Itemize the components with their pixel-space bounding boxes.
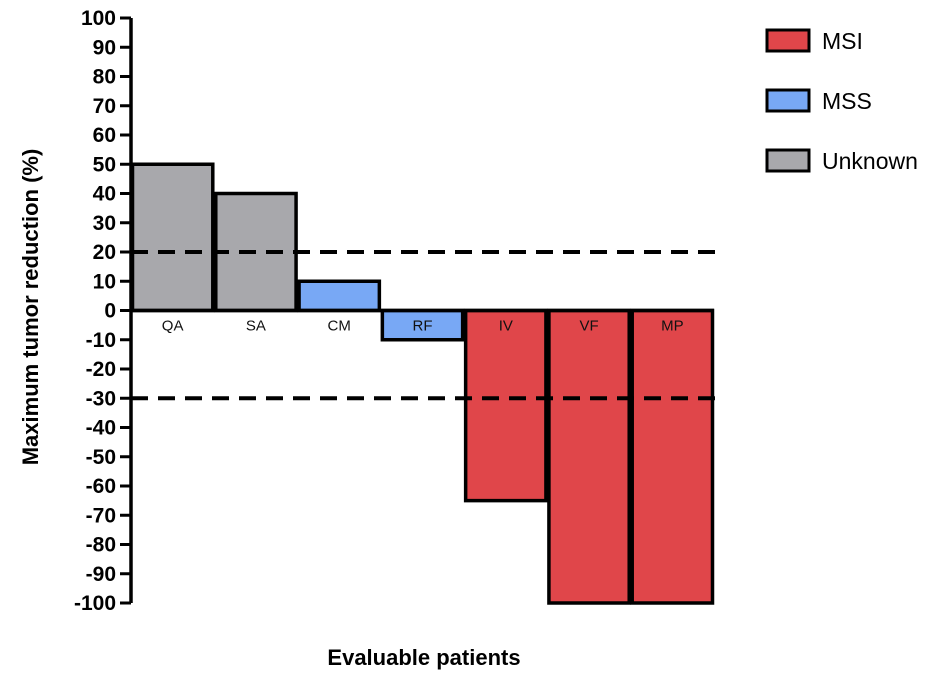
x-axis-title: Evaluable patients: [327, 645, 520, 670]
bar-mp: [630, 308, 715, 605]
category-label: MP: [661, 318, 684, 335]
y-tick-label: 0: [104, 300, 116, 323]
y-tick-label: 40: [93, 183, 116, 206]
y-tick-label: 90: [93, 36, 116, 59]
y-tick-label: 80: [93, 66, 116, 89]
y-tick-label: -80: [86, 534, 116, 557]
y-tick-label: -50: [86, 446, 116, 469]
legend-swatch: [765, 88, 811, 113]
y-tick-label: -40: [86, 417, 116, 440]
reference-lines: [131, 250, 718, 401]
legend-label: Unknown: [822, 148, 918, 174]
legend-swatch: [765, 148, 811, 173]
bar-iv: [463, 308, 548, 503]
bar-rf: [380, 308, 465, 342]
category-labels: QA SA CM RF IV VF MP: [162, 318, 684, 335]
legend: MSI MSS Unknown: [765, 28, 918, 174]
category-label: RF: [413, 318, 433, 335]
y-tick-label: 70: [93, 95, 116, 118]
y-tick-label: 50: [93, 153, 116, 176]
category-label: SA: [246, 318, 266, 335]
y-tick-label: -20: [86, 358, 116, 381]
bar-qa: [130, 162, 215, 313]
y-tick-label: -30: [86, 387, 116, 410]
y-axis: 1009080706050403020100-10-20-30-40-50-60…: [74, 7, 714, 615]
legend-label: MSS: [822, 88, 872, 114]
y-tick-label: -90: [86, 563, 116, 586]
legend-swatch: [765, 28, 811, 53]
category-label: VF: [579, 318, 598, 335]
category-label: CM: [328, 318, 351, 335]
bar-vf: [547, 308, 631, 605]
y-tick-label: -70: [86, 504, 116, 527]
bars-layer: [130, 162, 715, 605]
y-tick-label: -60: [86, 475, 116, 498]
legend-label: MSI: [822, 28, 863, 54]
y-tick-label: 100: [81, 7, 116, 30]
y-axis-title: Maximum tumor reduction (%): [18, 149, 43, 466]
category-label: IV: [499, 318, 513, 335]
y-tick-label: -10: [86, 329, 116, 352]
y-tick-label: -100: [74, 592, 116, 615]
category-label: QA: [162, 318, 184, 335]
y-tick-label: 30: [93, 212, 116, 235]
y-tick-label: 60: [93, 124, 116, 147]
y-tick-label: 20: [93, 241, 116, 264]
bar-cm: [297, 279, 382, 313]
y-tick-label: 10: [93, 270, 116, 293]
